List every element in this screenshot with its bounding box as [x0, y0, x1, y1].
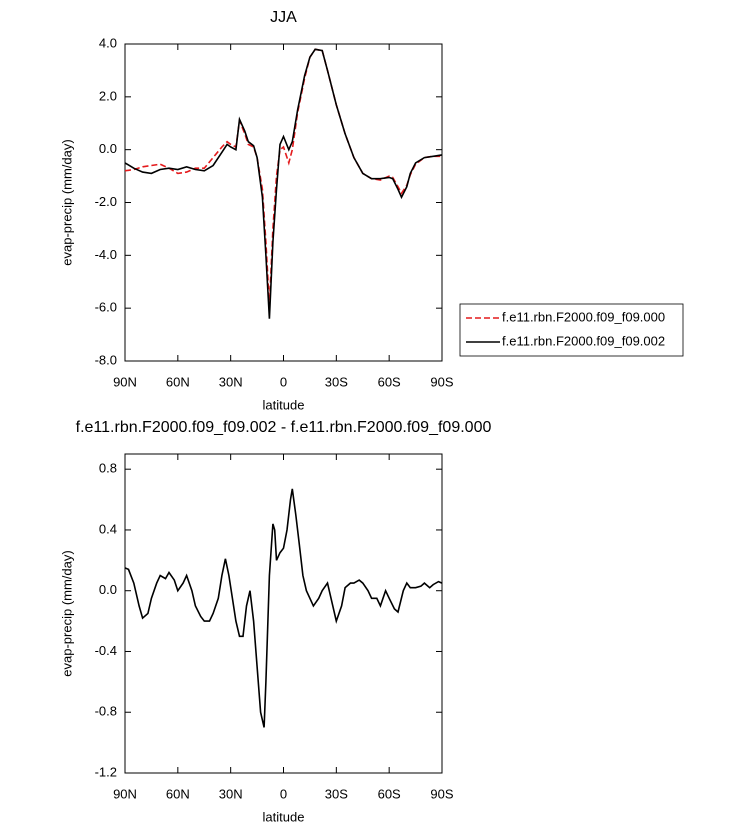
x-tick-label: 30N — [219, 374, 243, 389]
y-tick-label: -6.0 — [95, 300, 117, 315]
y-tick-label: 2.0 — [99, 88, 117, 103]
data-line — [124, 48, 442, 306]
y-tick-label: -1.2 — [95, 764, 117, 779]
y-tick-label: 4.0 — [99, 35, 117, 50]
x-tick-label: 90N — [113, 374, 137, 389]
y-tick-label: -0.8 — [95, 704, 117, 719]
x-tick-label: 60N — [166, 786, 190, 801]
y-tick-label: -0.4 — [95, 643, 117, 658]
plot-frame — [124, 43, 443, 362]
x-tick-label: 0 — [280, 374, 287, 389]
chart-title: f.e11.rbn.F2000.f09_f09.002 - f.e11.rbn.… — [76, 419, 492, 436]
x-tick-label: 30S — [325, 786, 348, 801]
data-line — [124, 48, 443, 319]
x-tick-label: 30N — [219, 786, 243, 801]
y-tick-label: -4.0 — [95, 247, 117, 262]
legend: f.e11.rbn.F2000.f09_f09.000 f.e11.rbn.F20… — [459, 303, 684, 357]
legend-box — [459, 303, 684, 357]
x-tick-label: 90S — [430, 786, 453, 801]
legend-label: f.e11.rbn.F2000.f09_f09.002 — [502, 333, 665, 348]
y-tick-label: 0.0 — [99, 141, 117, 156]
x-axis-label: latitude — [263, 397, 305, 412]
legend-label: f.e11.rbn.F2000.f09_f09.000 — [502, 309, 665, 324]
data-line — [124, 488, 443, 728]
x-tick-label: 60N — [166, 374, 190, 389]
x-tick-label: 60S — [378, 786, 401, 801]
y-tick-label: 0.0 — [99, 582, 117, 597]
x-tick-label: 0 — [280, 786, 287, 801]
chart-title: JJA — [270, 9, 297, 26]
x-axis-label: latitude — [263, 809, 305, 824]
y-tick-label: 0.4 — [99, 521, 117, 536]
y-axis-label: evap-precip (mm/day) — [59, 550, 74, 676]
plot-frame — [124, 453, 443, 774]
y-tick-label: -8.0 — [95, 352, 117, 367]
x-tick-label: 30S — [325, 374, 348, 389]
y-tick-label: -2.0 — [95, 194, 117, 209]
y-axis-label: evap-precip (mm/day) — [59, 139, 74, 265]
x-tick-label: 90N — [113, 786, 137, 801]
y-tick-label: 0.8 — [99, 461, 117, 476]
x-tick-label: 90S — [430, 374, 453, 389]
x-tick-label: 60S — [378, 374, 401, 389]
